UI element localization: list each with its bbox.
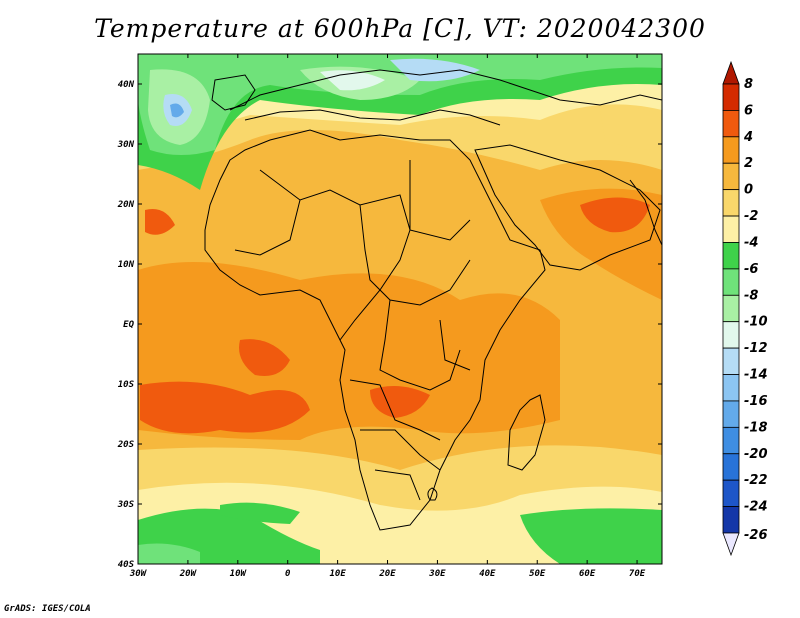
colorbar-segment xyxy=(722,189,740,217)
colorbar-segment xyxy=(722,321,740,349)
lon-tick-label: 30E xyxy=(428,569,446,579)
colorbar-segment xyxy=(722,347,740,375)
lat-tick-label: EQ xyxy=(123,320,134,330)
lat-tick-label: 10S xyxy=(118,380,135,390)
lon-tick-label: 10W xyxy=(230,569,248,579)
colorbar-label: -16 xyxy=(744,394,768,409)
map-title: Temperature at 600hPa [C], VT: 202004230… xyxy=(94,14,706,43)
lon-tick-label: 30W xyxy=(129,569,148,579)
colorbar-segment xyxy=(722,479,740,507)
colorbar-label: -10 xyxy=(744,315,768,330)
colorbar-label: 2 xyxy=(744,156,753,171)
colorbar-label: -20 xyxy=(744,447,768,462)
lon-tick-label: 20W xyxy=(179,569,198,579)
colorbar-segment xyxy=(722,136,740,164)
coastlines xyxy=(204,69,662,531)
lon-tick-label: 40E xyxy=(479,569,496,579)
colorbar-label: -2 xyxy=(744,209,758,224)
longitude-labels: 30W 20W 10W 0 10E 20E 30E 40E 50E 60E 70E xyxy=(129,54,646,579)
colorbar-label: -14 xyxy=(744,368,768,383)
map-frame xyxy=(137,53,663,565)
colorbar-label: -22 xyxy=(744,473,768,488)
colorbar-segment xyxy=(722,453,740,481)
colorbar-segment xyxy=(722,426,740,455)
colorbar-segment xyxy=(722,506,740,534)
lat-tick-label: 10N xyxy=(118,260,135,270)
colorbar-label: -4 xyxy=(744,235,758,250)
colorbar-label: -6 xyxy=(744,262,758,277)
latitude-labels: 40N 30N 20N 10N EQ 10S 20S 30S 40S xyxy=(117,80,662,570)
credit-text: GrADS: IGES/COLA xyxy=(4,604,91,614)
lat-tick-label: 30S xyxy=(117,500,135,510)
colorbar-segment xyxy=(722,110,740,138)
colorbar-label: 8 xyxy=(744,77,753,92)
colorbar-segment xyxy=(722,400,740,428)
lat-tick-label: 40S xyxy=(118,560,135,570)
colorbar-segment xyxy=(722,83,740,111)
colorbar-segment xyxy=(722,374,740,402)
lon-tick-label: 70E xyxy=(629,569,646,579)
lat-tick-label: 30N xyxy=(117,140,135,150)
colorbar-label: -26 xyxy=(744,528,768,543)
colorbar-segment xyxy=(722,294,740,323)
colorbar-bottom-arrow xyxy=(722,532,740,557)
lon-tick-label: 0 xyxy=(285,569,291,579)
lat-tick-label: 20N xyxy=(117,200,135,210)
lon-tick-label: 50E xyxy=(529,569,546,579)
colorbar-label: -12 xyxy=(744,341,768,356)
colorbar-label: 4 xyxy=(743,130,753,145)
lat-tick-label: 40N xyxy=(118,80,135,90)
colorbar-label: -18 xyxy=(744,420,768,435)
lon-tick-label: 20E xyxy=(378,569,396,579)
colorbar-label: 0 xyxy=(744,183,753,198)
colorbar-label: 6 xyxy=(744,103,753,118)
colorbar-segment xyxy=(722,162,740,191)
colorbar-label: -24 xyxy=(744,500,768,515)
lon-tick-label: 60E xyxy=(579,569,596,579)
lat-tick-label: 20S xyxy=(117,440,135,450)
colorbar-label: -8 xyxy=(744,288,758,303)
colorbar-segment xyxy=(722,242,740,270)
colorbar-top-arrow xyxy=(722,60,740,85)
lon-tick-label: 10E xyxy=(329,569,346,579)
temperature-field xyxy=(138,54,662,564)
colorbar-segment xyxy=(722,268,740,296)
colorbar-segment xyxy=(722,215,740,243)
colorbar: 8 6 4 2 0 -2 -4 -6 -8 -10 -12 -14 -16 -18 -20 -22 -24 -26 xyxy=(722,60,768,557)
